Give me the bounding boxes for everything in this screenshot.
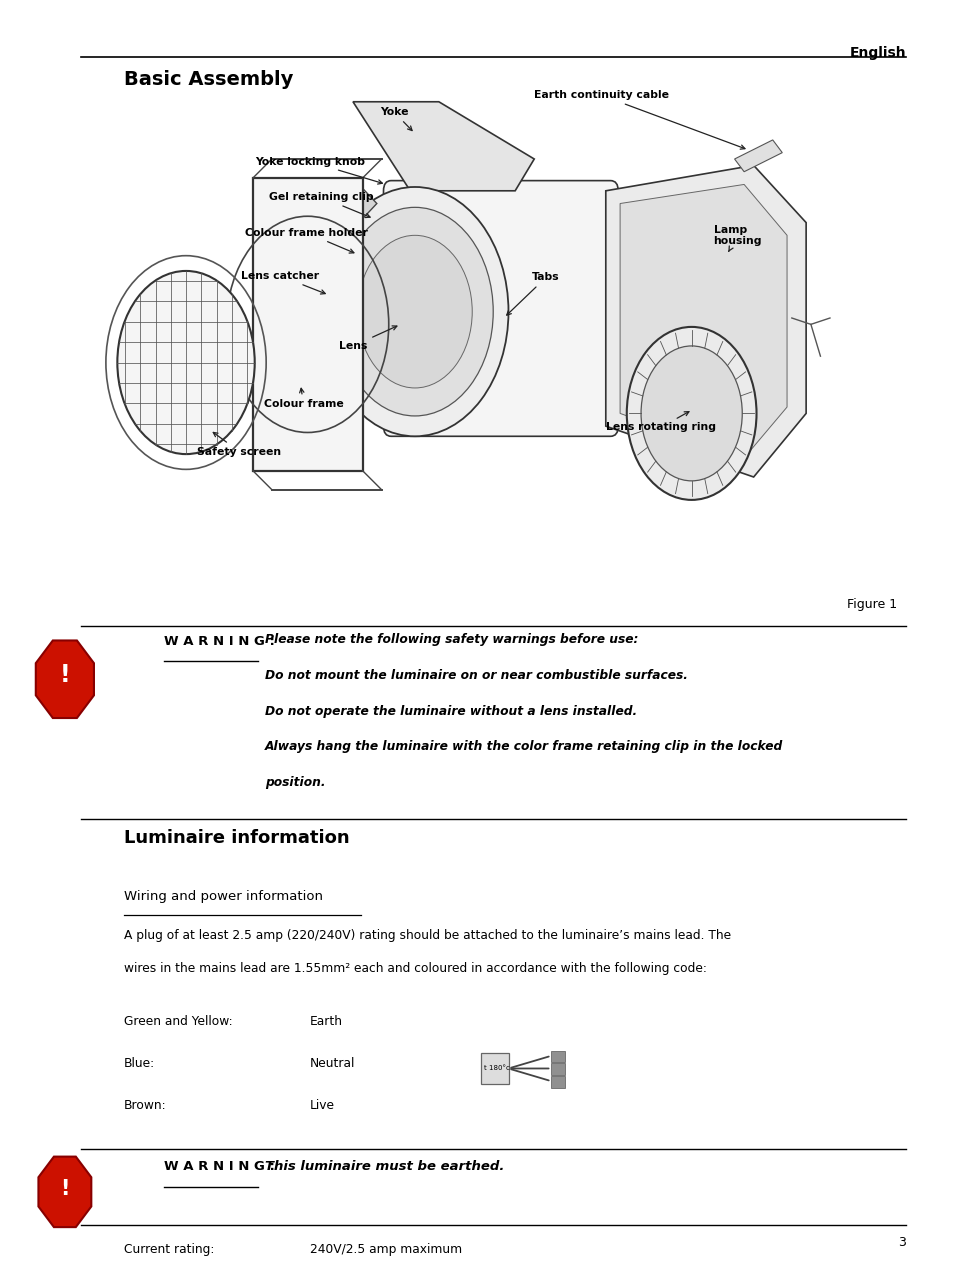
FancyBboxPatch shape	[383, 181, 618, 436]
Circle shape	[626, 327, 756, 500]
Text: 3: 3	[898, 1236, 905, 1249]
Text: Wiring and power information: Wiring and power information	[124, 890, 323, 903]
Text: Colour frame: Colour frame	[263, 388, 343, 410]
Text: wires in the mains lead are 1.55mm² each and coloured in accordance with the fol: wires in the mains lead are 1.55mm² each…	[124, 962, 706, 974]
Text: Green and Yellow:: Green and Yellow:	[124, 1015, 233, 1028]
FancyBboxPatch shape	[551, 1063, 564, 1075]
Polygon shape	[734, 140, 781, 172]
Text: Luminaire information: Luminaire information	[124, 829, 350, 847]
Text: Yoke: Yoke	[379, 107, 412, 131]
Polygon shape	[338, 178, 376, 229]
Text: A plug of at least 2.5 amp (220/240V) rating should be attached to the luminaire: A plug of at least 2.5 amp (220/240V) ra…	[124, 929, 730, 941]
Polygon shape	[353, 102, 534, 191]
Text: Please note the following safety warnings before use:: Please note the following safety warning…	[265, 633, 638, 646]
FancyBboxPatch shape	[551, 1051, 564, 1062]
Text: Yoke locking knob: Yoke locking knob	[254, 156, 382, 184]
Text: Figure 1: Figure 1	[845, 598, 896, 611]
Text: Blue:: Blue:	[124, 1057, 155, 1070]
Circle shape	[640, 346, 741, 481]
FancyBboxPatch shape	[480, 1053, 509, 1084]
Text: !: !	[59, 664, 71, 687]
Text: Safety screen: Safety screen	[197, 432, 281, 457]
Text: Lens catcher: Lens catcher	[241, 271, 325, 294]
Text: Current rating:: Current rating:	[124, 1243, 214, 1255]
FancyBboxPatch shape	[551, 1076, 564, 1088]
Text: Do not operate the luminaire without a lens installed.: Do not operate the luminaire without a l…	[265, 705, 637, 717]
Text: Colour frame holder: Colour frame holder	[245, 228, 368, 253]
Text: W A R N I N G :: W A R N I N G :	[164, 635, 274, 647]
Text: Lens rotating ring: Lens rotating ring	[605, 412, 715, 432]
Polygon shape	[605, 165, 805, 477]
Text: 240V/2.5 amp maximum: 240V/2.5 amp maximum	[310, 1243, 461, 1255]
Circle shape	[321, 187, 508, 436]
Text: Lamp
housing: Lamp housing	[713, 225, 761, 252]
FancyBboxPatch shape	[253, 178, 362, 471]
Circle shape	[357, 235, 472, 388]
Text: Gel retaining clip: Gel retaining clip	[269, 192, 374, 218]
Circle shape	[336, 207, 493, 416]
Polygon shape	[36, 641, 93, 717]
Text: This luminaire must be earthed.: This luminaire must be earthed.	[265, 1160, 504, 1173]
Text: Earth continuity cable: Earth continuity cable	[534, 90, 744, 149]
Text: position.: position.	[265, 776, 325, 789]
Polygon shape	[619, 184, 786, 458]
Text: !: !	[60, 1179, 70, 1199]
Circle shape	[117, 271, 254, 454]
Text: Neutral: Neutral	[310, 1057, 355, 1070]
Text: Brown:: Brown:	[124, 1099, 167, 1112]
Text: Basic Assembly: Basic Assembly	[124, 70, 294, 89]
Text: Earth: Earth	[310, 1015, 343, 1028]
Text: English: English	[849, 46, 905, 60]
Text: t 180°c: t 180°c	[483, 1066, 509, 1071]
Polygon shape	[38, 1156, 91, 1227]
Text: W A R N I N G :: W A R N I N G :	[164, 1160, 274, 1173]
Text: Lens: Lens	[338, 326, 396, 351]
Text: Live: Live	[310, 1099, 335, 1112]
Text: Do not mount the luminaire on or near combustible surfaces.: Do not mount the luminaire on or near co…	[265, 669, 687, 682]
Text: Tabs: Tabs	[506, 272, 559, 315]
Text: Always hang the luminaire with the color frame retaining clip in the locked: Always hang the luminaire with the color…	[265, 740, 782, 753]
